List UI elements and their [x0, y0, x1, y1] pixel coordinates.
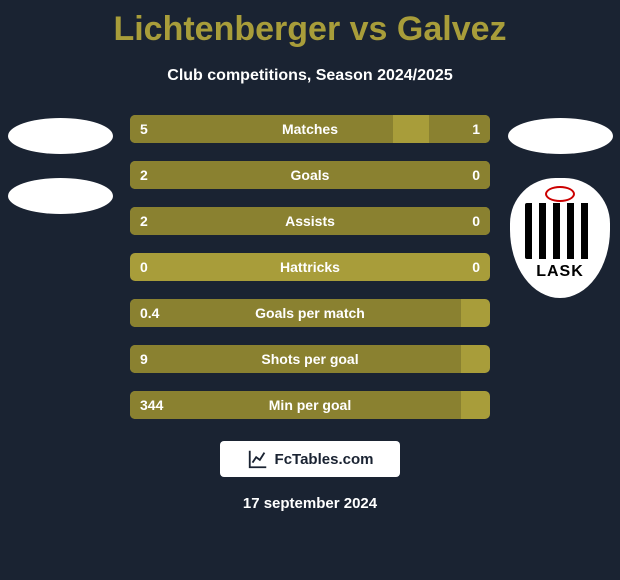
stat-label: Hattricks [130, 259, 490, 275]
stat-value-right: 0 [472, 213, 480, 229]
club-shield-lask: LASK [510, 178, 610, 298]
shield-top-mark [545, 186, 575, 202]
stat-label: Goals per match [130, 305, 490, 321]
stat-row: 0Hattricks0 [130, 253, 490, 281]
stat-label: Shots per goal [130, 351, 490, 367]
chart-icon [247, 448, 269, 470]
brand-text: FcTables.com [275, 451, 374, 468]
stat-label: Assists [130, 213, 490, 229]
stat-row: 9Shots per goal [130, 345, 490, 373]
player-left-ellipse-2 [8, 178, 113, 214]
page-subtitle: Club competitions, Season 2024/2025 [0, 67, 620, 85]
player-left-ellipse-1 [8, 118, 113, 154]
stat-row: 2Assists0 [130, 207, 490, 235]
stat-label: Matches [130, 121, 490, 137]
stat-row: 0.4Goals per match [130, 299, 490, 327]
stat-value-right: 1 [472, 121, 480, 137]
stat-label: Goals [130, 167, 490, 183]
stat-row: 344Min per goal [130, 391, 490, 419]
stat-value-right: 0 [472, 167, 480, 183]
footer-date: 17 september 2024 [0, 495, 620, 512]
player-right-ellipse [508, 118, 613, 154]
stat-label: Min per goal [130, 397, 490, 413]
shield-stripes [525, 203, 595, 259]
page-title: Lichtenberger vs Galvez [0, 0, 620, 49]
stats-container: 5Matches12Goals02Assists00Hattricks00.4G… [130, 115, 490, 419]
brand-logo[interactable]: FcTables.com [220, 441, 400, 477]
shield-label: LASK [536, 263, 584, 281]
player-right-badges: LASK [505, 118, 615, 298]
stat-value-right: 0 [472, 259, 480, 275]
stat-row: 5Matches1 [130, 115, 490, 143]
stat-row: 2Goals0 [130, 161, 490, 189]
player-left-badges [5, 118, 115, 214]
